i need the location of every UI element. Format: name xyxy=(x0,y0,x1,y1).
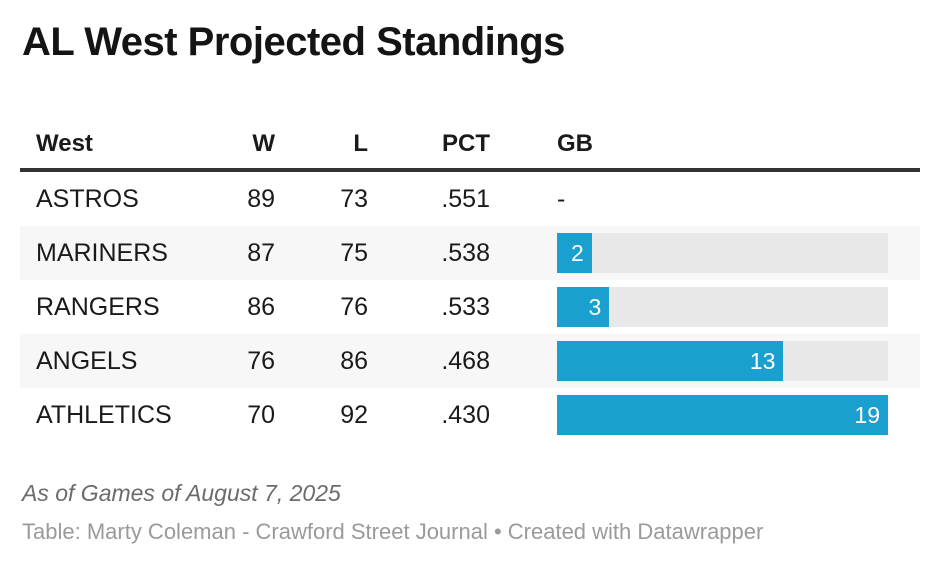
gb-bar-track: 13 xyxy=(557,341,888,381)
gb-cell: 19 xyxy=(490,395,920,435)
pct-cell: .538 xyxy=(441,238,490,267)
gb-dash-value: - xyxy=(557,184,566,213)
gb-bar-label: 13 xyxy=(749,348,776,374)
gb-bar-label: 2 xyxy=(571,240,584,266)
column-header-west: West xyxy=(36,130,93,157)
losses-cell: 73 xyxy=(340,184,368,213)
pct-cell: .468 xyxy=(441,346,490,375)
table-body: ASTROS 89 73 .551 - MARINERS 87 75 .538 … xyxy=(20,172,920,442)
team-name-cell: RANGERS xyxy=(36,292,160,321)
table-row: RANGERS 86 76 .533 3 xyxy=(20,280,920,334)
column-header-wins: W xyxy=(252,130,275,157)
gb-bar-track: 3 xyxy=(557,287,888,327)
gb-cell: 2 xyxy=(490,233,920,273)
table-row: ATHLETICS 70 92 .430 19 xyxy=(20,388,920,442)
column-header-pct: PCT xyxy=(442,130,490,157)
table-row: ANGELS 76 86 .468 13 xyxy=(20,334,920,388)
gb-bar-track: 19 xyxy=(557,395,888,435)
team-name-cell: MARINERS xyxy=(36,238,168,267)
chart-attribution: Table: Marty Coleman - Crawford Street J… xyxy=(22,519,764,544)
gb-bar: 2 xyxy=(557,233,592,273)
table-row: MARINERS 87 75 .538 2 xyxy=(20,226,920,280)
gb-cell: 13 xyxy=(490,341,920,381)
pct-cell: .551 xyxy=(441,184,490,213)
losses-cell: 75 xyxy=(340,238,368,267)
gb-bar-track: 2 xyxy=(557,233,888,273)
team-name-cell: ATHLETICS xyxy=(36,400,172,429)
column-header-gb: GB xyxy=(557,130,593,157)
pct-cell: .533 xyxy=(441,292,490,321)
chart-card: AL West Projected Standings West W L PCT… xyxy=(20,20,920,544)
gb-bar: 3 xyxy=(557,287,610,327)
pct-cell: .430 xyxy=(441,400,490,429)
team-name-cell: ANGELS xyxy=(36,346,138,375)
gb-bar: 13 xyxy=(557,341,784,381)
losses-cell: 76 xyxy=(340,292,368,321)
gb-bar-label: 19 xyxy=(854,402,880,428)
wins-cell: 70 xyxy=(247,400,275,429)
table-header-row: West W L PCT GB xyxy=(20,120,920,172)
wins-cell: 87 xyxy=(247,238,275,267)
page-title: AL West Projected Standings xyxy=(22,20,565,64)
column-header-losses: L xyxy=(353,130,368,157)
wins-cell: 86 xyxy=(247,292,275,321)
table-row: ASTROS 89 73 .551 - xyxy=(20,172,920,226)
gb-bar-label: 3 xyxy=(588,294,602,320)
standings-table: West W L PCT GB ASTROS 89 73 .551 - MARI… xyxy=(20,120,920,442)
gb-cell: 3 xyxy=(490,287,920,327)
wins-cell: 89 xyxy=(247,184,275,213)
gb-cell: - xyxy=(490,185,920,214)
wins-cell: 76 xyxy=(247,346,275,375)
gb-bar: 19 xyxy=(557,395,888,435)
losses-cell: 86 xyxy=(340,346,368,375)
losses-cell: 92 xyxy=(340,400,368,429)
chart-notes: As of Games of August 7, 2025 xyxy=(22,480,341,506)
team-name-cell: ASTROS xyxy=(36,184,139,213)
